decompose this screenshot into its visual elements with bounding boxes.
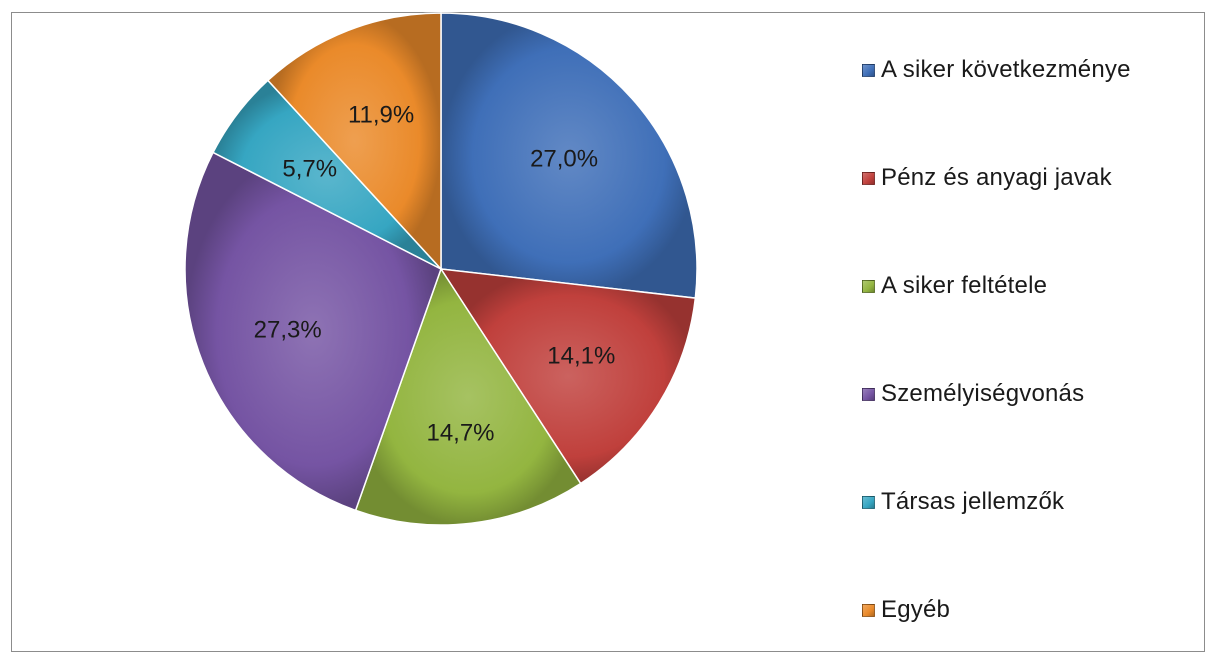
pie-slice-3	[184, 151, 442, 512]
legend-swatch	[862, 603, 875, 617]
legend-swatch	[862, 387, 875, 401]
data-label-0: 27,0%	[530, 146, 598, 173]
legend-label: Egyéb	[881, 596, 951, 623]
pie-slice-5	[266, 12, 442, 271]
pie-slice-0	[440, 12, 698, 299]
legend-label: Pénz és anyagi javak	[881, 164, 1112, 191]
legend-item-1: Pénz és anyagi javak	[862, 160, 1112, 196]
legend-label: A siker következménye	[881, 56, 1131, 83]
legend-swatch	[862, 279, 875, 293]
legend-swatch	[862, 171, 875, 185]
legend-item-3: Személyiségvonás	[862, 376, 1084, 412]
legend-item-5: Egyéb	[862, 592, 950, 628]
pie-slices	[184, 12, 698, 526]
legend-swatch	[862, 63, 875, 77]
legend-item-4: Társas jellemzők	[862, 484, 1064, 520]
legend-label: Társas jellemzők	[881, 488, 1065, 515]
pie-slice-2	[354, 267, 582, 526]
data-label-1: 14,1%	[547, 342, 615, 369]
pie-slice-1	[439, 268, 697, 485]
data-label-5: 11,9%	[348, 102, 414, 129]
legend-label: A siker feltétele	[881, 272, 1048, 299]
legend-item-2: A siker feltétele	[862, 268, 1047, 304]
data-label-4: 5,7%	[282, 156, 337, 183]
data-label-2: 14,7%	[426, 419, 494, 446]
data-label-3: 27,3%	[254, 317, 322, 344]
legend-swatch	[862, 495, 875, 509]
pie-data-labels: 27,0% 14,1% 14,7% 27,3% 5,7% 11,9%	[254, 102, 616, 447]
legend-label: Személyiségvonás	[881, 380, 1085, 407]
legend-item-0: A siker következménye	[862, 52, 1131, 88]
